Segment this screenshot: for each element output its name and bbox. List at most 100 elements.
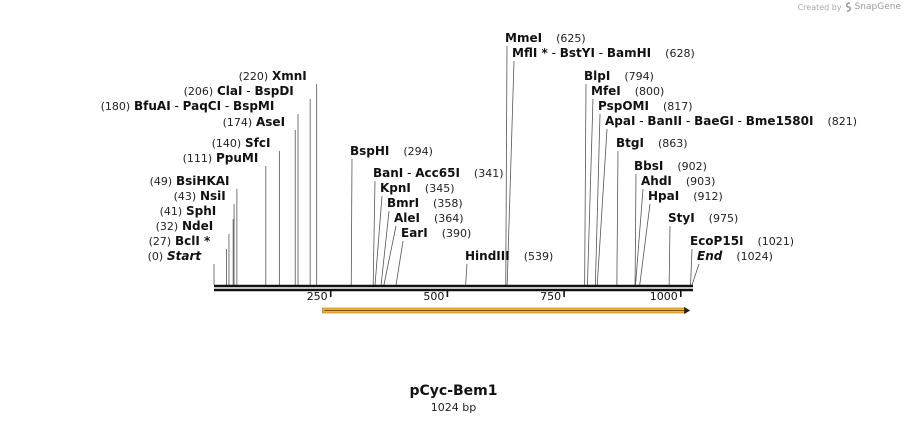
site-label-mfli[interactable]: MflI * - BstYI - BamHI (628) bbox=[512, 46, 695, 60]
site-label-bcli[interactable]: (27) BclI * bbox=[149, 234, 211, 248]
plasmid-size: 1024 bp bbox=[430, 401, 477, 414]
site-position-bsphi: (294) bbox=[403, 145, 433, 158]
site-label-clai[interactable]: (206) ClaI - BspDI bbox=[184, 84, 294, 98]
enzyme-name-apai-0: ApaI bbox=[605, 114, 635, 128]
site-position-blpi: (794) bbox=[624, 70, 654, 83]
site-label-btgi[interactable]: BtgI (863) bbox=[616, 136, 688, 150]
site-text-ppumi: (111) PpuMI bbox=[183, 151, 259, 165]
enzyme-separator: - bbox=[403, 166, 415, 180]
enzyme-name-sphi-0: SphI bbox=[186, 204, 216, 218]
site-text-bsihkai: (49) BsiHKAI bbox=[150, 174, 230, 188]
enzyme-name-ahdi-0: AhdI bbox=[641, 174, 672, 188]
site-position-pspomi: (817) bbox=[663, 100, 693, 113]
site-position-hindiii: (539) bbox=[524, 250, 554, 263]
enzyme-name-sfci-0: SfcI bbox=[245, 136, 270, 150]
enzyme-name-ecop15i-0: EcoP15I bbox=[690, 234, 744, 248]
site-position-bsihkai: (49) bbox=[150, 175, 173, 188]
site-label-mfei[interactable]: MfeI (800) bbox=[591, 84, 664, 98]
enzyme-name-bani-1: Acc65I bbox=[415, 166, 460, 180]
site-text-mfli: MflI * - BstYI - BamHI (628) bbox=[512, 46, 695, 60]
site-position-xmni: (220) bbox=[239, 70, 269, 83]
site-position-start: (0) bbox=[148, 250, 164, 263]
enzyme-name-bsihkai-0: BsiHKAI bbox=[176, 174, 230, 188]
snapgene-logo-icon bbox=[845, 2, 851, 12]
site-label-sfci[interactable]: (140) SfcI bbox=[212, 136, 271, 150]
site-text-alei: AleI (364) bbox=[394, 211, 464, 225]
enzyme-name-eari-0: EarI bbox=[401, 226, 428, 240]
site-label-nsii[interactable]: (43) NsiI bbox=[174, 189, 226, 203]
site-label-blpi[interactable]: BlpI (794) bbox=[584, 69, 654, 83]
site-line-bmri bbox=[380, 210, 390, 286]
site-text-blpi: BlpI (794) bbox=[584, 69, 654, 83]
site-text-kpni: KpnI (345) bbox=[380, 181, 455, 195]
site-position-eari: (390) bbox=[442, 227, 472, 240]
site-line-mfli bbox=[506, 60, 515, 286]
site-label-alei[interactable]: AleI (364) bbox=[394, 211, 464, 225]
site-position-mfli: (628) bbox=[665, 47, 695, 60]
site-label-bani[interactable]: BanI - Acc65I (341) bbox=[373, 166, 504, 180]
site-text-start: (0) Start bbox=[148, 249, 203, 263]
site-line-ecop15i bbox=[690, 248, 693, 286]
enzyme-name-blpi-0: BlpI bbox=[584, 69, 610, 83]
site-position-apai: (821) bbox=[827, 115, 857, 128]
site-label-bfuai[interactable]: (180) BfuAI - PaqCI - BspMI bbox=[101, 99, 275, 113]
site-position-ndei: (32) bbox=[156, 220, 179, 233]
site-line-mmei bbox=[505, 45, 508, 286]
site-label-hpai[interactable]: HpaI (912) bbox=[648, 189, 723, 203]
feature-arrow[interactable] bbox=[322, 307, 691, 314]
enzyme-name-bfuai-1: PaqCI bbox=[183, 99, 221, 113]
site-position-end: (1024) bbox=[736, 250, 773, 263]
enzyme-separator: - bbox=[242, 84, 254, 98]
site-label-ahdi[interactable]: AhdI (903) bbox=[641, 174, 715, 188]
site-label-mmei[interactable]: MmeI (625) bbox=[505, 31, 586, 45]
site-text-bani: BanI - Acc65I (341) bbox=[373, 166, 504, 180]
site-line-hpai bbox=[639, 203, 651, 286]
site-label-end[interactable]: End (1024) bbox=[697, 249, 773, 263]
site-text-nsii: (43) NsiI bbox=[174, 189, 226, 203]
site-line-eari bbox=[395, 240, 404, 286]
site-label-bbsi[interactable]: BbsI (902) bbox=[634, 159, 707, 173]
site-text-apai: ApaI - BanII - BaeGI - Bme1580I (821) bbox=[605, 114, 857, 128]
site-position-kpni: (345) bbox=[425, 182, 455, 195]
enzyme-name-nsii-0: NsiI bbox=[200, 189, 226, 203]
site-position-sphi: (41) bbox=[160, 205, 183, 218]
site-label-xmni[interactable]: (220) XmnI bbox=[239, 69, 307, 83]
site-position-sfci: (140) bbox=[212, 137, 242, 150]
site-line-pspomi bbox=[594, 113, 601, 286]
site-label-hindiii[interactable]: HindIII (539) bbox=[465, 249, 553, 263]
site-text-eari: EarI (390) bbox=[401, 226, 471, 240]
site-label-ndei[interactable]: (32) NdeI bbox=[156, 219, 214, 233]
site-text-mfei: MfeI (800) bbox=[591, 84, 664, 98]
site-text-bmri: BmrI (358) bbox=[387, 196, 463, 210]
site-position-ecop15i: (1021) bbox=[758, 235, 795, 248]
site-line-ahdi bbox=[635, 188, 644, 286]
enzyme-name-bfuai-0: BfuAI bbox=[134, 99, 171, 113]
site-line-btgi bbox=[616, 150, 619, 286]
site-position-hpai: (912) bbox=[693, 190, 723, 203]
site-label-styi[interactable]: StyI (975) bbox=[668, 211, 738, 225]
site-label-apai[interactable]: ApaI - BanII - BaeGI - Bme1580I (821) bbox=[605, 114, 857, 128]
enzyme-name-ndei-0: NdeI bbox=[182, 219, 213, 233]
site-position-btgi: (863) bbox=[658, 137, 688, 150]
site-label-start[interactable]: (0) Start bbox=[148, 249, 203, 263]
feature-arrow-head bbox=[684, 307, 691, 314]
enzyme-name-alei-0: AleI bbox=[394, 211, 420, 225]
site-line-hindiii bbox=[465, 263, 468, 286]
site-label-ecop15i[interactable]: EcoP15I (1021) bbox=[690, 234, 794, 248]
site-text-mmei: MmeI (625) bbox=[505, 31, 586, 45]
site-label-sphi[interactable]: (41) SphI bbox=[160, 204, 217, 218]
site-label-bsphi[interactable]: BspHI (294) bbox=[350, 144, 433, 158]
site-label-eari[interactable]: EarI (390) bbox=[401, 226, 471, 240]
axis-ticks: 250 500 750 1000 bbox=[307, 290, 682, 303]
site-text-pspomi: PspOMI (817) bbox=[598, 99, 693, 113]
site-label-kpni[interactable]: KpnI (345) bbox=[380, 181, 455, 195]
site-label-bsihkai[interactable]: (49) BsiHKAI bbox=[150, 174, 230, 188]
brand-name: SnapGene bbox=[854, 2, 901, 12]
site-label-asei[interactable]: (174) AseI bbox=[223, 115, 285, 129]
site-label-pspomi[interactable]: PspOMI (817) bbox=[598, 99, 693, 113]
site-position-bbsi: (902) bbox=[677, 160, 707, 173]
enzyme-name-bfuai-2: BspMI bbox=[233, 99, 274, 113]
site-label-ppumi[interactable]: (111) PpuMI bbox=[183, 151, 259, 165]
site-label-bmri[interactable]: BmrI (358) bbox=[387, 196, 463, 210]
